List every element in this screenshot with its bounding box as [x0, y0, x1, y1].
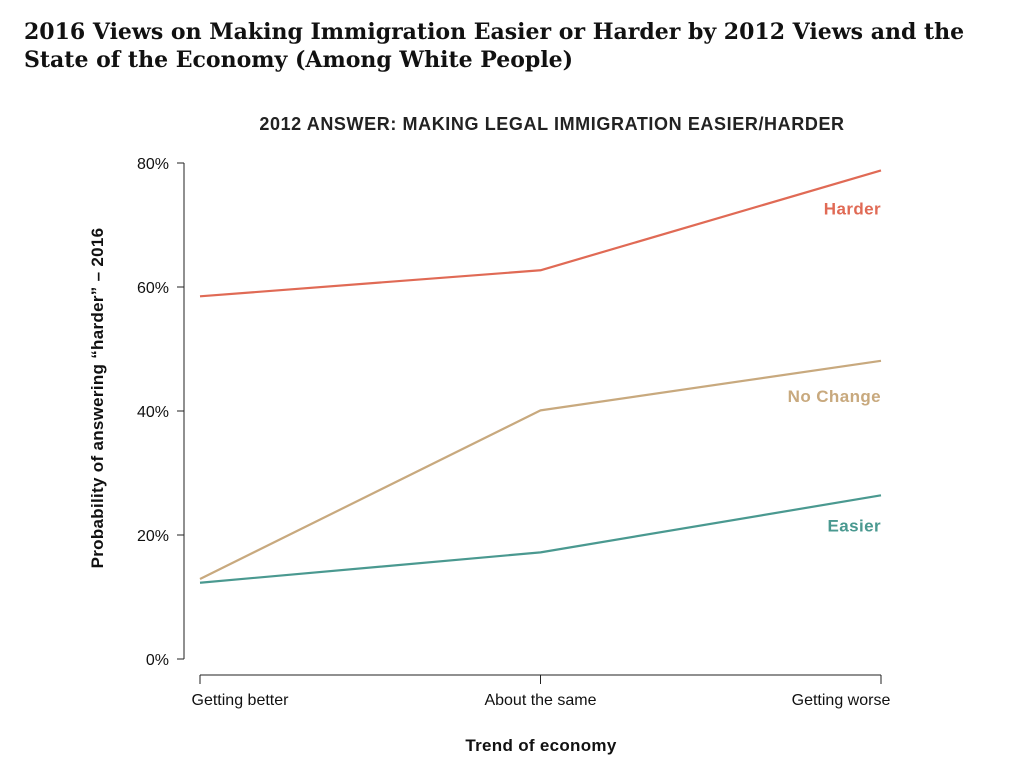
x-axis: Getting better About the same Getting wors… — [192, 674, 891, 709]
page-title: 2016 Views on Making Immigration Easier … — [24, 19, 965, 73]
series-line-easier — [199, 494, 882, 584]
series-line-no-change — [199, 359, 882, 581]
y-tick-label: 60% — [137, 280, 169, 297]
y-tick-group: 0% 20% 40% 60% 80% — [137, 156, 184, 669]
y-axis-label: Probability of answering “harder” – 2016 — [88, 228, 107, 569]
y-tick-label: 0% — [146, 652, 169, 669]
series-group: Harder No Change Easier — [199, 169, 882, 584]
series-label-no-change: No Change — [788, 387, 881, 406]
chart-subtitle: 2012 ANSWER: MAKING LEGAL IMMIGRATION EA… — [259, 114, 844, 134]
y-tick-label: 20% — [137, 528, 169, 545]
x-axis-label: Trend of economy — [465, 736, 616, 755]
x-tick-label: Getting better — [192, 692, 290, 709]
y-axis: 0% 20% 40% 60% 80% — [137, 156, 185, 669]
series-line-harder — [199, 169, 882, 298]
y-tick-label: 80% — [137, 156, 169, 173]
x-tick-label: Getting worse — [792, 692, 891, 709]
x-tick-group: Getting better About the same Getting wors… — [192, 675, 891, 709]
y-tick-label: 40% — [137, 404, 169, 421]
series-label-easier: Easier — [828, 516, 881, 535]
series-label-harder: Harder — [824, 199, 881, 218]
x-tick-label: About the same — [484, 692, 596, 709]
